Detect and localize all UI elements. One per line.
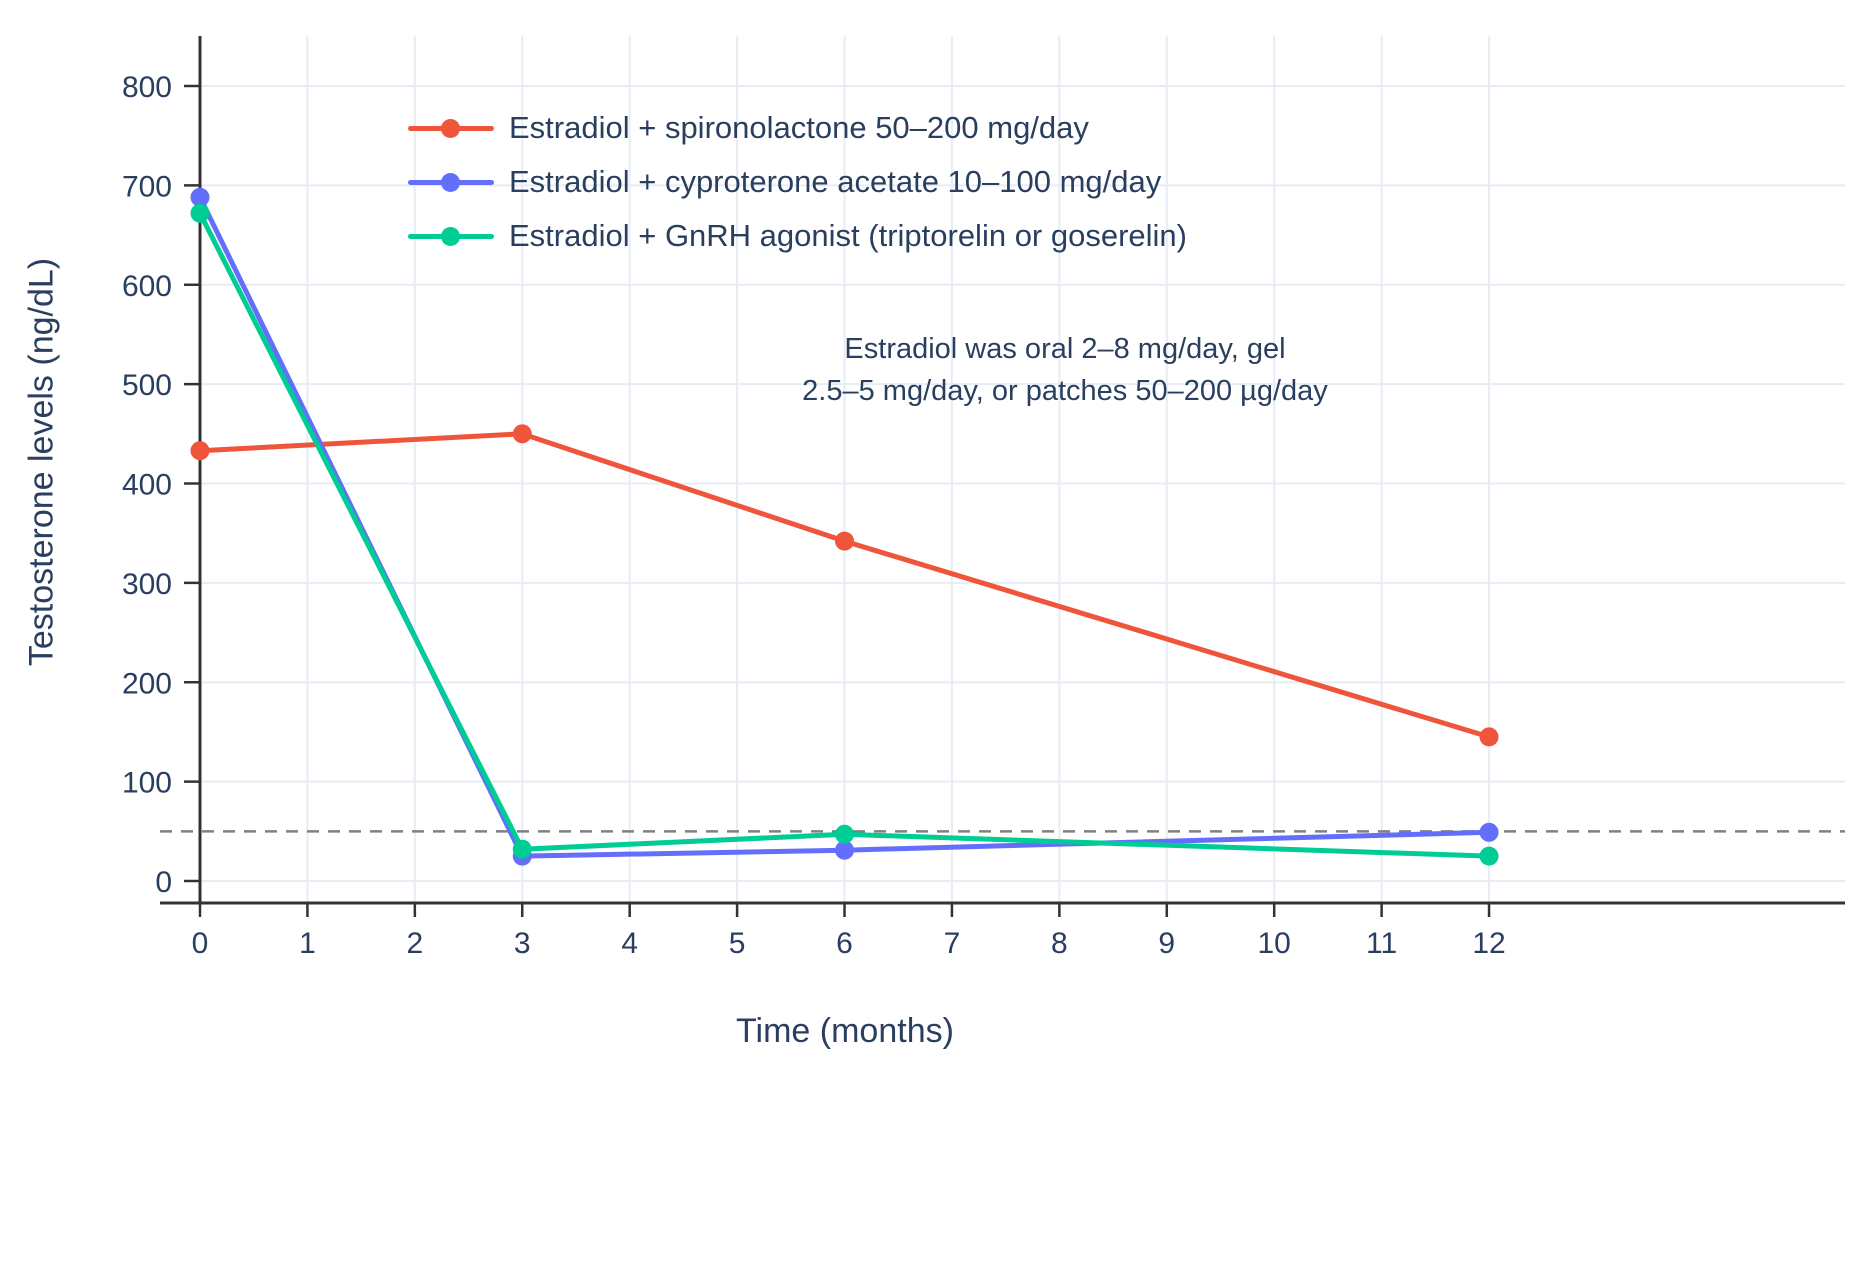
x-tick-label: 8 <box>1051 927 1068 960</box>
legend-label: Estradiol + GnRH agonist (triptorelin or… <box>509 218 1187 253</box>
series-marker <box>835 824 855 844</box>
series-marker <box>1479 846 1499 866</box>
x-tick-label: 12 <box>1472 927 1505 960</box>
series-line <box>197 210 1492 859</box>
series-line <box>197 431 1492 740</box>
annotation-line-2: 2.5–5 mg/day, or patches 50–200 µg/day <box>802 375 1328 407</box>
y-tick-label: 700 <box>122 170 172 203</box>
x-tick-label: 9 <box>1158 927 1175 960</box>
y-tick-label: 0 <box>155 866 172 899</box>
series-marker <box>1479 727 1499 747</box>
annotation-line-1: Estradiol was oral 2–8 mg/day, gel <box>844 333 1286 365</box>
y-tick-label: 200 <box>122 667 172 700</box>
chart-annotation: Estradiol was oral 2–8 mg/day, gel 2.5–5… <box>765 328 1365 412</box>
x-tick-label: 0 <box>192 927 209 960</box>
y-tick-label: 300 <box>122 568 172 601</box>
x-tick-label: 5 <box>729 927 746 960</box>
y-tick-label: 500 <box>122 369 172 402</box>
x-tick-label: 4 <box>621 927 638 960</box>
y-axis-title: Testosterone levels (ng/dL) <box>22 257 61 667</box>
y-tick-label: 800 <box>122 71 172 104</box>
legend-swatch-dot <box>441 226 460 246</box>
series-marker <box>190 203 210 223</box>
series-marker <box>835 840 855 860</box>
x-tick-label: 6 <box>836 927 853 960</box>
x-tick-label: 11 <box>1366 927 1397 960</box>
legend-label: Estradiol + cyproterone acetate 10–100 m… <box>509 164 1162 199</box>
legend-swatch-line <box>408 118 494 138</box>
series-marker <box>190 187 210 207</box>
x-tick-label: 10 <box>1258 927 1291 960</box>
series-marker <box>190 441 210 461</box>
x-tick-label: 3 <box>514 927 531 960</box>
x-tick-label: 1 <box>299 927 316 960</box>
x-axis-title: Time (months) <box>736 1012 954 1050</box>
x-tick-label: 2 <box>406 927 423 960</box>
y-tick-label: 100 <box>122 767 172 800</box>
series-marker <box>512 424 532 444</box>
series-marker <box>1479 822 1499 842</box>
legend-swatch-line <box>408 172 494 192</box>
legend-item: Estradiol + cyproterone acetate 10–100 m… <box>408 155 1187 209</box>
legend-swatch-dot <box>441 172 460 192</box>
legend-item: Estradiol + GnRH agonist (triptorelin or… <box>408 209 1187 263</box>
legend-label: Estradiol + spironolactone 50–200 mg/day <box>509 110 1089 145</box>
legend-item: Estradiol + spironolactone 50–200 mg/day <box>408 101 1187 155</box>
series-marker <box>512 839 532 859</box>
x-tick-label: 7 <box>944 927 961 960</box>
legend: Estradiol + spironolactone 50–200 mg/day… <box>408 101 1187 263</box>
y-tick-label: 600 <box>122 270 172 303</box>
y-tick-label: 400 <box>122 469 172 502</box>
legend-swatch-dot <box>441 118 460 138</box>
series-marker <box>835 531 855 551</box>
legend-swatch-line <box>408 226 494 246</box>
